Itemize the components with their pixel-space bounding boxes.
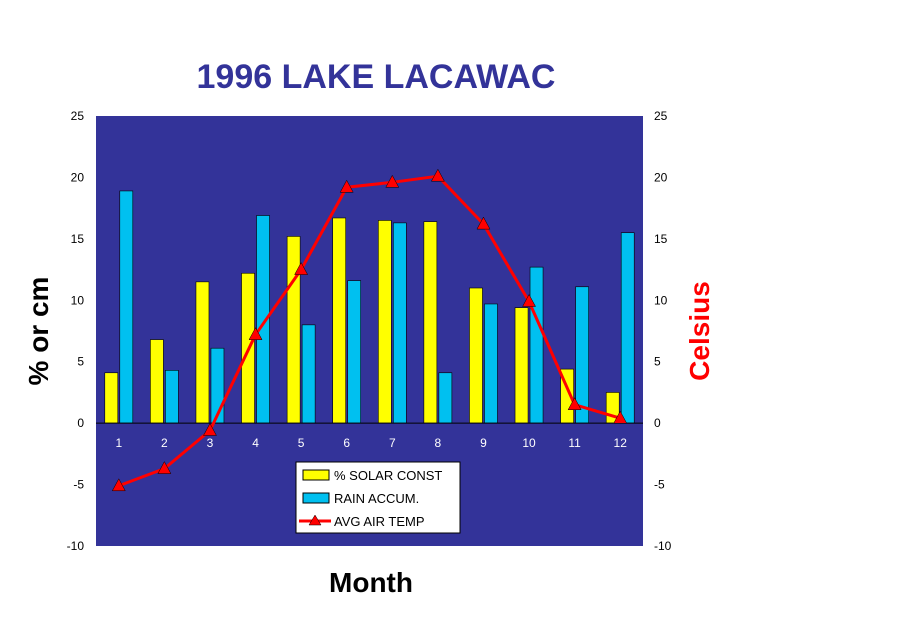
rain-bar-12 xyxy=(620,232,635,424)
temp-point-8 xyxy=(430,168,445,182)
x-tick-11: 11 xyxy=(568,436,581,450)
legend-label-solar: % SOLAR CONST xyxy=(334,468,442,483)
y-tick-right-25: 25 xyxy=(654,109,668,123)
x-tick-4: 4 xyxy=(252,436,259,450)
temp-point-10 xyxy=(522,293,536,307)
temp-point-7 xyxy=(385,174,400,188)
rain-bar-6 xyxy=(347,280,362,424)
solar-bar-1 xyxy=(104,372,119,424)
temp-point-2 xyxy=(157,461,172,474)
x-tick-9: 9 xyxy=(480,436,487,450)
x-tick-3: 3 xyxy=(207,436,214,450)
x-tick-2: 2 xyxy=(161,436,168,450)
temp-point-1 xyxy=(111,478,126,492)
y-tick-right--10: -10 xyxy=(654,539,672,553)
legend-label-temp: AVG AIR TEMP xyxy=(334,514,425,529)
rain-bar-8 xyxy=(438,372,453,424)
legend: % SOLAR CONST RAIN ACCUM. AVG AIR TEMP xyxy=(295,461,461,534)
x-tick-6: 6 xyxy=(343,436,350,450)
y-tick-left-10: 10 xyxy=(71,293,85,307)
solar-bar-9 xyxy=(469,287,483,424)
x-tick-5: 5 xyxy=(298,436,305,450)
solar-bar-6 xyxy=(332,217,347,424)
chart-title: 1996 LAKE LACAWAC xyxy=(197,58,556,96)
solar-bar-7 xyxy=(377,220,392,424)
y-tick-right--5: -5 xyxy=(654,478,665,492)
y-tick-right-5: 5 xyxy=(654,355,661,369)
legend-label-rain: RAIN ACCUM. xyxy=(334,491,419,506)
temp-point-11 xyxy=(567,397,582,410)
y-axis-label: % or cm xyxy=(23,277,54,386)
y-tick-left-0: 0 xyxy=(77,416,84,430)
legend-swatch-solar xyxy=(302,469,330,481)
solar-bar-8 xyxy=(423,221,438,424)
solar-bar-2 xyxy=(150,339,164,424)
temp-point-9 xyxy=(476,216,491,230)
temp-point-4 xyxy=(248,327,263,340)
y-tick-left--5: -5 xyxy=(73,478,84,492)
y-tick-right-10: 10 xyxy=(654,293,668,307)
legend-swatch-rain xyxy=(302,492,330,504)
y2-axis-label: Celsius xyxy=(684,281,715,381)
solar-bar-10 xyxy=(514,307,529,424)
temp-series-line xyxy=(118,174,621,488)
rain-bar-7 xyxy=(392,222,407,424)
y-tick-left-20: 20 xyxy=(71,170,85,184)
y-tick-right-15: 15 xyxy=(654,232,668,246)
x-tick-7: 7 xyxy=(389,436,396,450)
rain-bar-1 xyxy=(119,190,134,424)
y-tick-left-15: 15 xyxy=(71,232,85,246)
rain-bar-9 xyxy=(484,303,498,424)
y-tick-left-25: 25 xyxy=(71,109,85,123)
x-tick-12: 12 xyxy=(614,436,628,450)
y-tick-right-0: 0 xyxy=(654,416,661,430)
legend-swatch-temp-marker xyxy=(308,514,322,526)
y-tick-left--10: -10 xyxy=(67,539,85,553)
y-tick-left-5: 5 xyxy=(77,355,84,369)
y-tick-right-20: 20 xyxy=(654,170,668,184)
temp-point-3 xyxy=(203,422,217,436)
temp-point-5 xyxy=(294,262,309,275)
x-tick-8: 8 xyxy=(435,436,442,450)
x-axis-label: Month xyxy=(329,567,413,598)
solar-bar-5 xyxy=(286,236,301,424)
x-tick-1: 1 xyxy=(115,436,122,450)
x-tick-10: 10 xyxy=(522,436,536,450)
rain-bar-2 xyxy=(165,370,179,424)
rain-bar-10 xyxy=(529,266,544,424)
temp-point-6 xyxy=(339,179,354,193)
rain-bar-5 xyxy=(301,324,316,424)
solar-bar-3 xyxy=(195,281,210,424)
temp-point-12 xyxy=(613,410,628,424)
